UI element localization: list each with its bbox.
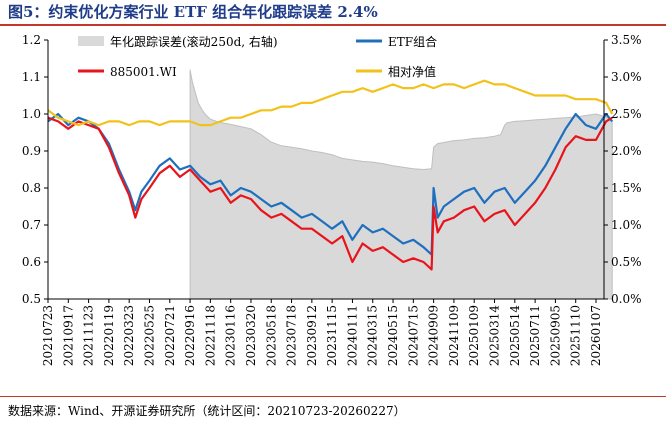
x-tick-label: 20230518 — [264, 305, 278, 366]
x-tick-label: 20240909 — [427, 305, 441, 366]
x-tick-label: 20241109 — [447, 305, 461, 366]
x-tick-label: 20230912 — [305, 305, 319, 366]
right-tick-label: 1.0% — [611, 218, 642, 232]
legend-label: 年化跟踪误差(滚动250d, 右轴) — [110, 34, 278, 49]
x-tick-label: 20221118 — [203, 305, 217, 366]
x-tick-label: 20231115 — [325, 305, 339, 366]
x-tick-label: 20250314 — [488, 305, 502, 366]
axes-layer: 0.5 0.6 0.7 0.8 0.9 1.0 1.1 1.2 0.0% 0.5% 1.0% 1.5%… — [22, 33, 642, 366]
right-tick-label: 0.0% — [611, 292, 642, 306]
relative-nav-series-line — [47, 79, 614, 127]
line-layer — [47, 79, 614, 271]
tracking-error-series-area — [189, 69, 613, 300]
legend-label: 相对净值 — [388, 64, 436, 79]
right-tick-label: 2.0% — [611, 144, 642, 158]
right-tick-label: 3.0% — [611, 70, 642, 84]
x-tick-label: 20250711 — [528, 305, 542, 366]
legend-item-tracking-error: 年化跟踪误差(滚动250d, 右轴) — [78, 34, 278, 49]
x-tick-label: 20211123 — [82, 305, 96, 366]
x-tick-label: 20220323 — [122, 305, 136, 366]
x-tick-label: 20240315 — [366, 305, 380, 366]
x-tick-label: 20230718 — [285, 305, 299, 366]
x-tick-label: 20250109 — [467, 305, 481, 366]
page-title: 图5：约束优化方案行业 ETF 组合年化跟踪误差 2.4% — [8, 3, 378, 21]
etf-portfolio-series-line — [47, 112, 614, 256]
right-tick-label: 1.5% — [611, 181, 642, 195]
x-tick-label: 20220916 — [183, 305, 197, 366]
legend-label: 885001.WI — [110, 65, 177, 79]
right-tick-label: 3.5% — [611, 33, 642, 47]
left-tick-label: 1.1 — [22, 70, 41, 84]
tracking-error-area-layer — [189, 69, 613, 300]
x-tick-label: 20250514 — [508, 305, 522, 366]
left-tick-label: 0.8 — [22, 181, 41, 195]
legend-item-benchmark: 885001.WI — [78, 65, 177, 79]
left-tick-label: 0.6 — [22, 255, 41, 269]
x-tick-label: 20220119 — [102, 305, 116, 366]
title-rule — [0, 24, 666, 26]
left-tick-label: 0.5 — [22, 292, 41, 306]
x-tick-label: 20260107 — [589, 305, 603, 366]
x-tick-label: 20210723 — [41, 305, 55, 366]
x-tick-label: 20230116 — [224, 305, 238, 366]
x-tick-label: 20230320 — [244, 305, 258, 366]
legend-item-relative-nav: 相对净值 — [356, 64, 436, 79]
left-tick-label: 0.7 — [22, 218, 41, 232]
x-tick-label: 20220525 — [142, 305, 156, 366]
x-tick-label: 20250905 — [548, 305, 562, 366]
right-tick-label: 2.5% — [611, 107, 642, 121]
legend: 年化跟踪误差(滚动250d, 右轴) ETF组合 885001.WI 相对净值 — [78, 34, 437, 79]
x-tick-label: 20240515 — [386, 305, 400, 366]
legend-item-etf: ETF组合 — [356, 34, 437, 49]
left-tick-label: 1.2 — [22, 33, 41, 47]
right-tick-label: 0.5% — [611, 255, 642, 269]
legend-swatch — [78, 36, 104, 46]
legend-label: ETF组合 — [388, 34, 437, 49]
x-tick-label: 20210917 — [61, 305, 75, 366]
benchmark-885001-series-line — [47, 116, 613, 271]
left-tick-label: 0.9 — [22, 144, 41, 158]
source-note: 数据来源：Wind、开源证券研究所（统计区间：20210723-20260227… — [8, 404, 406, 418]
left-tick-label: 1.0 — [22, 107, 41, 121]
x-tick-label: 20240715 — [406, 305, 420, 366]
x-tick-label: 20220721 — [163, 305, 177, 366]
x-tick-label: 20240111 — [345, 305, 359, 366]
tracking-error-chart: 0.5 0.6 0.7 0.8 0.9 1.0 1.1 1.2 0.0% 0.5% 1.0% 1.5%… — [22, 33, 642, 366]
x-tick-label: 20251110 — [569, 305, 583, 366]
footer-rule — [0, 396, 666, 397]
